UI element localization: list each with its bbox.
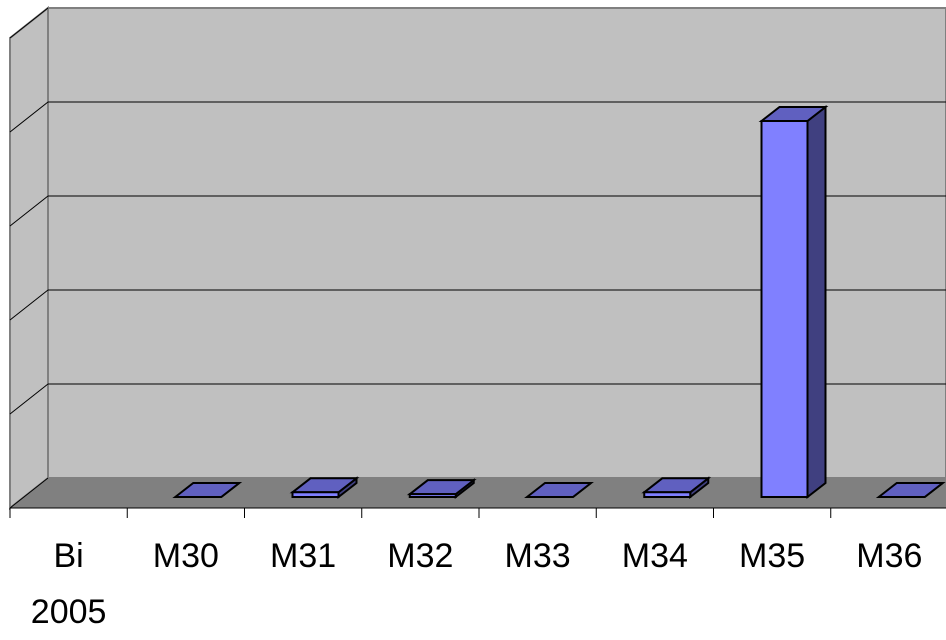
bar [406,478,477,500]
tick-mark [9,101,49,133]
x-tick-label: M32 [387,537,454,575]
tick-mark [9,477,49,509]
bar-front [291,491,340,498]
tick-mark [9,383,49,415]
plot [9,5,946,518]
x-tick-label: M31 [270,537,337,575]
bar [172,482,243,498]
chart: Bi 2005 M30 M31 M32 M33 M34 M35 M36 [9,5,946,631]
side-wall [9,5,49,511]
tick-mark [9,7,49,39]
x-tick-label: M34 [621,537,688,575]
bar [875,482,946,498]
bar [524,482,594,498]
bar-front [760,120,809,498]
x-tick-label: M35 [739,537,806,575]
x-tick-label: Bi 2005 [30,537,107,631]
tick-mark [9,289,49,321]
floor [10,478,946,508]
x-tick-label: M33 [504,537,571,575]
x-tick-label: M30 [152,537,219,575]
x-tick-label: M36 [856,537,923,575]
bar [289,476,360,500]
bar-front [408,493,457,498]
bar [758,104,829,500]
tick-mark [9,195,49,227]
bar-side [806,104,827,500]
bar [641,476,712,500]
bar-front [643,491,692,498]
